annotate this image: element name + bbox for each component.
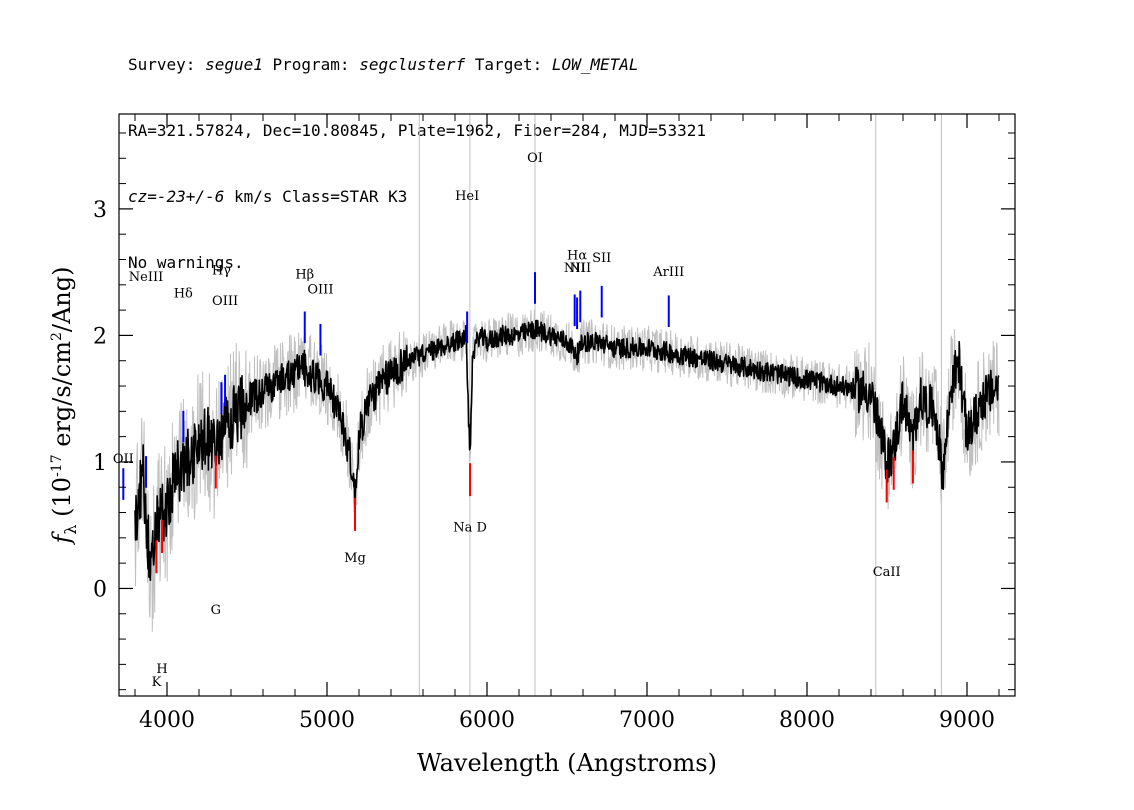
- line-label-hα: Hα: [567, 249, 587, 264]
- line-label-nii: NII: [569, 261, 591, 276]
- line-label-oi: OI: [527, 151, 543, 166]
- line-label-nii: NII: [564, 261, 586, 276]
- axes-layer: 4000 5000 6000 7000 8000 9000 0 1 2 3 Wavelength (…: [48, 114, 1015, 777]
- program-label: Program:: [262, 55, 360, 74]
- flux-line: [134, 319, 1000, 582]
- line-markers-layer: NeIIIHδHγOIIIHβOIIIHeIOINIIHαNIISIIArIII…: [113, 151, 914, 690]
- header-line-survey: Survey: segue1 Program: segclusterf Targ…: [128, 54, 706, 76]
- line-label-hδ: Hδ: [174, 286, 193, 301]
- line-label-h: H: [156, 662, 167, 677]
- y-tick-label: 2: [93, 324, 107, 349]
- redshift-value: cz=-23+/-6: [128, 187, 225, 206]
- line-label-neiii: NeIII: [129, 270, 163, 285]
- y-tick-label: 0: [93, 577, 107, 602]
- x-tick-label: 9000: [939, 708, 995, 733]
- survey-value: segue1: [205, 55, 263, 74]
- y-axis-title: fλ (10-17 erg/s/cm2/Ang): [48, 267, 80, 546]
- flux-layer: [134, 319, 1000, 582]
- header-line-warnings: No warnings.: [128, 253, 244, 272]
- y-tick-label: 1: [93, 451, 107, 476]
- line-label-oiii: OIII: [307, 283, 333, 298]
- line-label-g: G: [211, 603, 221, 618]
- line-label-oiii: OIII: [212, 294, 238, 309]
- class-info: km/s Class=STAR K3: [224, 187, 408, 206]
- line-label-sii: SII: [592, 251, 611, 266]
- line-label-oii: OII: [113, 452, 134, 467]
- x-axis-title: Wavelength (Angstroms): [417, 749, 717, 777]
- x-tick-label: 8000: [779, 708, 835, 733]
- x-tick-label: 7000: [619, 708, 675, 733]
- line-label-hei: HeI: [455, 189, 479, 204]
- error-band-layer: [134, 114, 1000, 696]
- header-line-redshift: cz=-23+/-6 km/s Class=STAR K3: [128, 186, 706, 208]
- line-label-hγ: Hγ: [212, 264, 231, 279]
- line-label-mg: Mg: [344, 551, 366, 566]
- program-value: segclusterf: [359, 55, 466, 74]
- header-line-coordinates: RA=321.57824, Dec=10.80845, Plate=1962, …: [128, 121, 706, 140]
- line-label-ariii: ArIII: [652, 265, 684, 280]
- plot-frame: [118, 113, 1016, 697]
- y-tick-label: 3: [93, 198, 107, 223]
- target-value: LOW_METAL: [551, 55, 639, 74]
- error-band: [134, 309, 1000, 632]
- x-tick-label: 5000: [299, 708, 355, 733]
- line-label-hβ: Hβ: [295, 267, 314, 282]
- x-tick-label: 4000: [139, 708, 195, 733]
- line-label-k: K: [152, 675, 162, 690]
- line-label-na-d: Na D: [453, 521, 487, 536]
- spectrum-header: Survey: segue1 Program: segclusterf Targ…: [128, 10, 706, 296]
- survey-label: Survey:: [128, 55, 206, 74]
- x-tick-label: 6000: [459, 708, 515, 733]
- line-label-caii: CaII: [873, 565, 901, 580]
- target-label: Target:: [465, 55, 552, 74]
